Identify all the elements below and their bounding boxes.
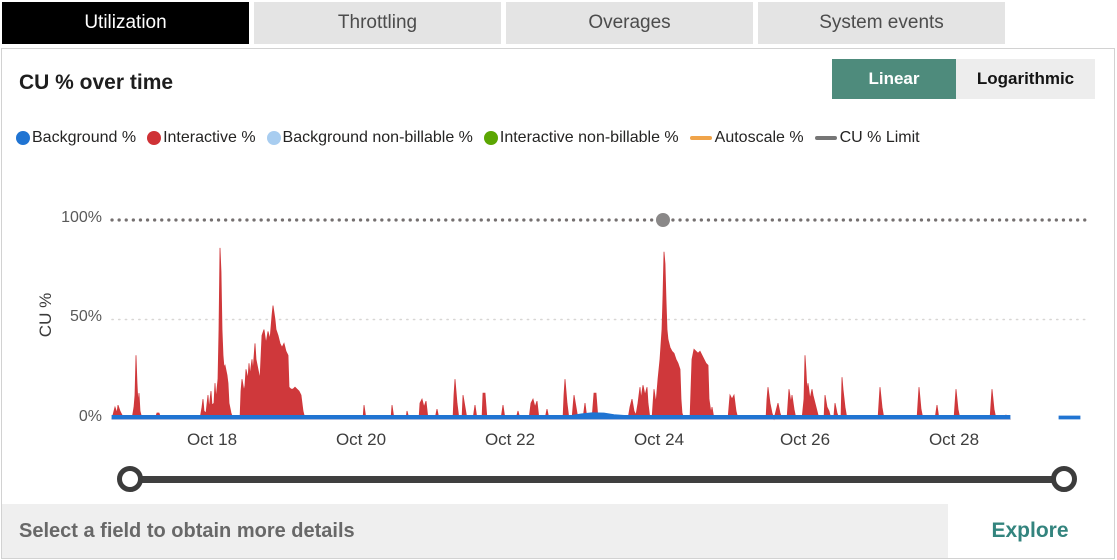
tab-system-events[interactable]: System events (758, 2, 1005, 44)
legend-marker-icon (16, 131, 30, 145)
tab-utilization[interactable]: Utilization (2, 2, 249, 44)
linear-scale-button[interactable]: Linear (832, 59, 956, 99)
x-tick-label: Oct 22 (484, 430, 536, 449)
legend-item[interactable]: CU % Limit (814, 129, 920, 147)
tab-throttling[interactable]: Throttling (254, 2, 501, 44)
legend-item[interactable]: Background non-billable % (266, 129, 473, 147)
legend-marker-icon (147, 131, 162, 145)
x-tick-label: Oct 24 (633, 430, 685, 449)
legend-label: Autoscale % (714, 129, 804, 146)
legend-item[interactable]: Autoscale % (689, 129, 804, 147)
y-tick-0: 0% (78, 408, 102, 425)
tab-overages[interactable]: Overages (506, 2, 753, 44)
series-background-[interactable] (1058, 415, 1081, 420)
cu-limit-marker-icon[interactable] (656, 213, 670, 227)
time-range-slider-track[interactable] (130, 476, 1064, 483)
legend-label: Background non-billable % (282, 129, 473, 146)
cu-percent-chart[interactable] (110, 213, 1089, 425)
x-tick-label: Oct 20 (335, 430, 387, 449)
tab-strip: Utilization Throttling Overages System e… (2, 2, 1005, 44)
legend-item[interactable]: Interactive % (147, 129, 256, 147)
legend-label: CU % Limit (839, 129, 920, 146)
legend-marker-icon (483, 131, 498, 145)
detail-status-text: Select a field to obtain more details (19, 519, 355, 542)
series-background-[interactable] (111, 412, 1011, 420)
legend-marker-icon (689, 136, 712, 140)
x-tick-label: Oct 26 (779, 430, 831, 449)
y-tick-50: 50% (69, 308, 102, 325)
utilization-chart-card: CU % over time Linear Logarithmic Backgr… (1, 48, 1115, 559)
legend-marker-icon (266, 131, 281, 145)
explore-button[interactable]: Explore (991, 519, 1069, 542)
legend-label: Interactive % (163, 129, 256, 146)
logarithmic-scale-button[interactable]: Logarithmic (956, 59, 1095, 99)
range-start-handle[interactable] (117, 466, 143, 492)
legend-marker-icon (814, 136, 837, 140)
detail-status-bar: Select a field to obtain more details (2, 504, 948, 558)
cu-chart-svg (110, 213, 1089, 421)
x-tick-label: Oct 18 (186, 430, 238, 449)
legend-item[interactable]: Interactive non-billable % (483, 129, 679, 147)
chart-legend: Background % Interactive % Background non-… (16, 129, 931, 147)
legend-label: Interactive non-billable % (499, 129, 679, 146)
series-interactive-[interactable] (111, 247, 1011, 421)
y-tick-100: 100% (61, 209, 102, 226)
scale-toggle: Linear Logarithmic (832, 59, 1095, 99)
chart-title: CU % over time (19, 71, 174, 94)
legend-label: Background % (32, 129, 137, 146)
legend-item[interactable]: Background % (16, 129, 136, 147)
x-tick-label: Oct 28 (928, 430, 980, 449)
range-end-handle[interactable] (1051, 466, 1077, 492)
